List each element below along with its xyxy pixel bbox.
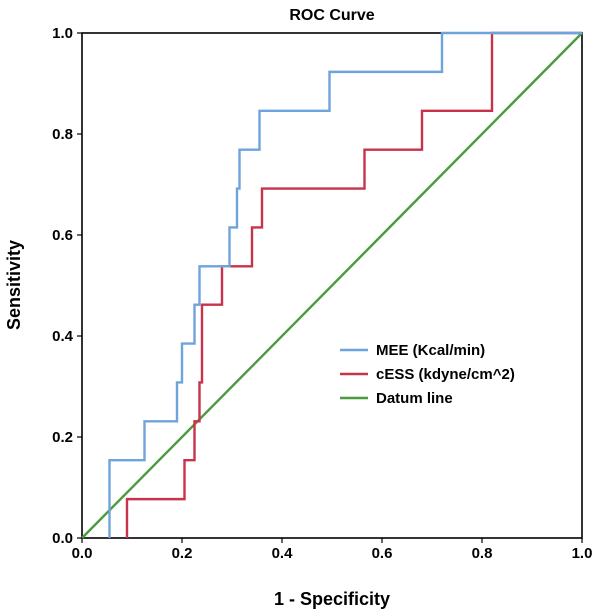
series-line-2 bbox=[81, 32, 583, 539]
x-tick-label: 0.2 bbox=[172, 545, 193, 562]
legend: MEE (Kcal/min) cESS (kdyne/cm^2) Datum lin… bbox=[340, 342, 515, 407]
x-tick-label: 0.0 bbox=[72, 545, 93, 562]
series-line-0 bbox=[108, 31, 582, 538]
ticks-layer: 0.0 0.2 0.4 0.6 0.8 1.0 0.0 0.2 0.4 0.6 0.8 1.0 bbox=[52, 25, 592, 562]
legend-label-1: cESS (kdyne/cm^2) bbox=[376, 366, 515, 383]
series-layer bbox=[81, 31, 583, 539]
x-tick-label: 0.6 bbox=[372, 545, 393, 562]
y-tick-label: 0.6 bbox=[52, 227, 73, 244]
y-tick-label: 1.0 bbox=[52, 25, 73, 42]
y-axis-label: Sensitivity bbox=[4, 240, 24, 330]
y-tick-label: 0.4 bbox=[52, 328, 74, 345]
x-tick-label: 0.8 bbox=[472, 545, 493, 562]
y-tick-label: 0.2 bbox=[52, 429, 73, 446]
legend-label-0: MEE (Kcal/min) bbox=[376, 342, 485, 359]
x-tick-label: 0.4 bbox=[272, 545, 294, 562]
x-tick-label: 1.0 bbox=[572, 545, 593, 562]
chart-title: ROC Curve bbox=[289, 7, 374, 24]
series-line-1 bbox=[125, 31, 582, 538]
y-tick-label: 0.0 bbox=[52, 530, 73, 547]
y-tick-label: 0.8 bbox=[52, 126, 73, 143]
x-axis-label: 1 - Specificity bbox=[274, 589, 390, 609]
plot-frame bbox=[81, 32, 583, 539]
legend-label-2: Datum line bbox=[376, 390, 453, 407]
